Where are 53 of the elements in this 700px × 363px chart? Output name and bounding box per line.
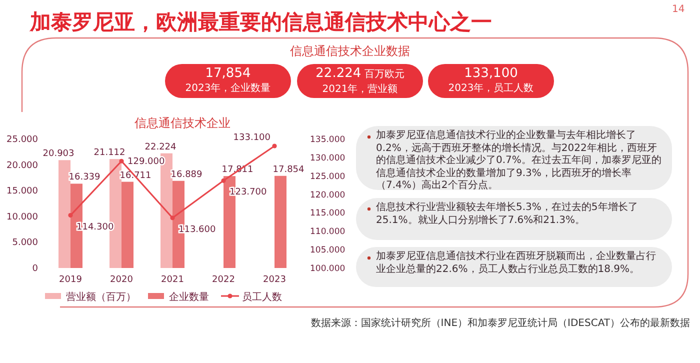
y2-tick-label: 100.000 [310,264,346,274]
y2-tick-label: 125.000 [310,172,346,182]
text: 2023年，企业数量 [184,82,272,95]
text: 2023年，员工人数 [447,82,535,95]
y2-tick-label: 130.000 [310,153,346,164]
text: 百万欧元 [363,69,404,80]
chart-title: 信息通信技术企业 [134,116,230,130]
y2-tick-label: 105.000 [310,246,346,256]
point [119,158,124,164]
y2-tick-label: 115.000 [310,208,346,219]
point [68,212,73,218]
data-label: 129.000 [128,157,165,168]
text: 加泰罗尼亚信息通信技术行业的企业数量与去年相比增长了0.2%，远高于西班牙整体的增长情况。与2022年相比，西班牙的信息通信技术企业减少了0.7%。在过去五年间，加泰罗尼亚的信息通信技术企业的数量增加了9.3%，比西班牙的增长率（7.4%）高出2个百分点。 [376,130,662,192]
y2-tick-label: 110.000 [310,227,346,238]
y-tick-label: 5.000 [12,238,38,248]
data-label: 16.339 [68,172,101,183]
x-tick-label: 2019 [59,275,82,285]
x-tick-label: 2021 [161,275,184,285]
x-tick-label: 2023 [263,275,286,285]
data-label: 20.903 [42,149,74,160]
text: 加泰罗尼亚，欧洲最重要的信息通信技术中心之一 [30,9,492,36]
text: 信息技术行业营业额较去年增长5.3%，在过去的5年增长了25.1%。就业人口分别增长了7.6%和21.3%。 [376,202,639,227]
data-label: 16.889 [170,170,203,180]
bar [274,176,286,268]
data-label: 17.854 [272,164,305,175]
data-label: 21.112 [94,148,126,158]
data-label: 22.224 [144,142,177,152]
text: 17,854 [205,66,251,81]
legend-label: 企业数量 [169,291,209,303]
text: 2021年，营业额 [321,83,399,96]
y2-tick-label: 120.000 [310,190,346,200]
text: 14 [672,4,685,15]
legend-label: 员工人数 [242,292,282,303]
bar [58,160,70,268]
x-tick-label: 2020 [110,275,134,285]
y-tick-label: 25.000 [6,135,38,145]
y2-tick-label: 135.000 [310,135,346,145]
text: 加泰罗尼亚信息通信技术行业在西班牙脱颖而出，企业数量占行业企业总量的22.6%，员工人数占行业总员工数的18.9%。 [376,251,657,276]
point [221,178,226,183]
point [170,216,175,220]
text: 信息通信技术企业数据 [289,43,411,60]
x-tick-label: 2022 [212,275,235,285]
legend-label: 营业额（百万） [66,291,136,303]
y-tick-label: 15.000 [6,186,38,197]
point [272,144,277,148]
data-label: 133.100 [233,133,271,144]
source-note: 数据来源：国家统计研究所（INE）和加泰罗尼亚统计局（IDESCAT）公布的最新数据 [310,316,690,330]
y-tick-label: 10.000 [6,212,38,222]
y-tick-label: 20.000 [6,160,38,171]
bar [122,182,134,268]
text: 133,100 [464,66,518,81]
y-tick-label: 0 [32,264,38,274]
text: 22.224 [316,66,362,81]
